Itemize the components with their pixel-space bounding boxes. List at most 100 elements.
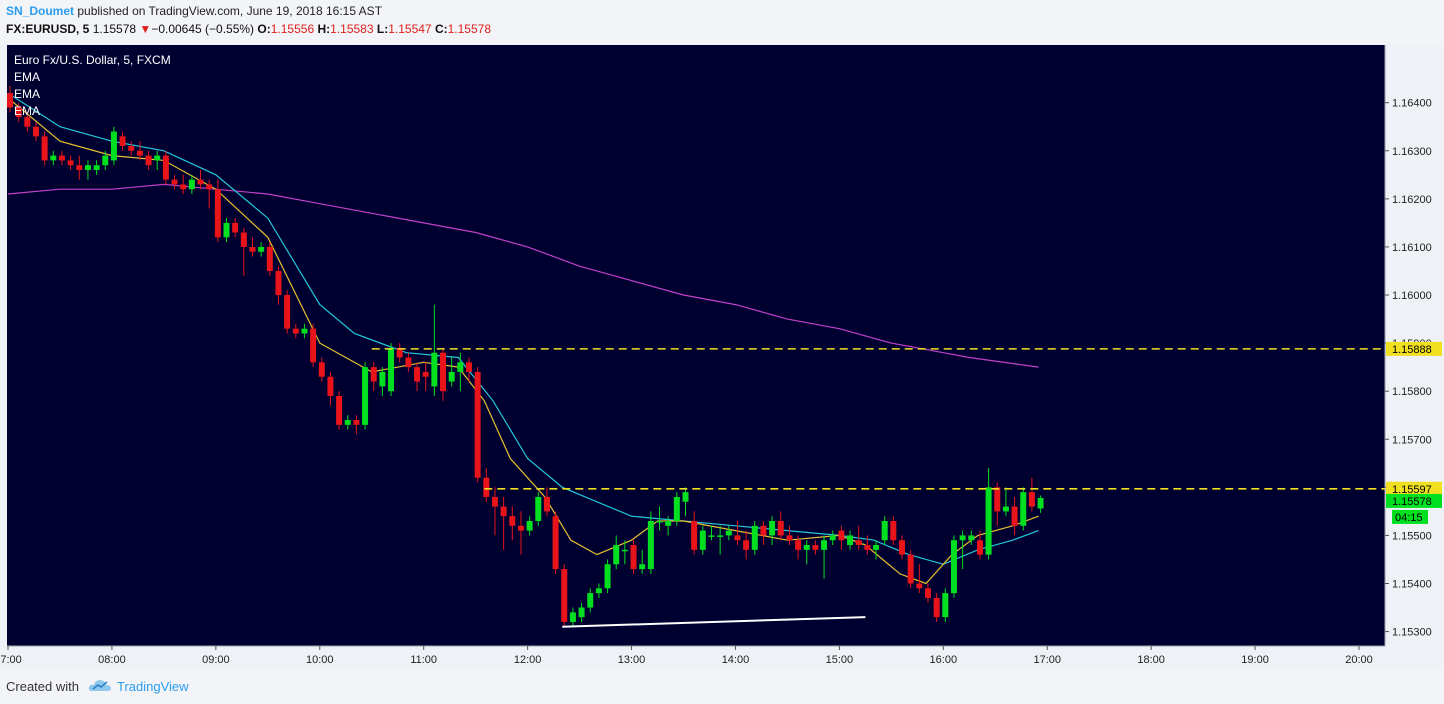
tradingview-link[interactable]: TradingView (117, 679, 189, 694)
candlestick-chart[interactable]: 1.164001.163001.162001.161001.160001.159… (0, 44, 1444, 669)
candle-body (249, 246, 256, 252)
candle-body (76, 165, 83, 171)
open-value: 1.15556 (270, 22, 315, 36)
candle-body (32, 126, 39, 137)
candle-body (448, 371, 455, 382)
level-tag-2: 1.15597 (1392, 484, 1432, 496)
candle-body (119, 136, 126, 146)
chart-title: Euro Fx/U.S. Dollar, 5, FXCM (14, 53, 171, 67)
candle-body (630, 545, 637, 570)
candle-body (491, 496, 498, 507)
y-tick-label: 1.15700 (1392, 434, 1432, 446)
candle-body (743, 540, 750, 550)
candle-body (128, 145, 135, 151)
candle-body (786, 535, 793, 541)
candle-body (396, 347, 403, 358)
candle-body (206, 184, 213, 190)
candle-body (647, 520, 654, 570)
candle-body (15, 107, 22, 118)
candle-body (353, 420, 360, 425)
x-tick-label: 15:00 (826, 654, 854, 666)
x-tick-label: 13:00 (618, 654, 646, 666)
candle-body (950, 540, 957, 594)
candle-body (535, 496, 542, 521)
candle-body (613, 545, 620, 565)
candle-body (881, 520, 888, 541)
candle-body (301, 328, 308, 334)
candle-body (240, 232, 247, 247)
candle-body (665, 520, 672, 526)
candle-body (509, 516, 516, 526)
candle-body (569, 612, 576, 622)
candle-body (985, 487, 992, 555)
price-change: −0.00645 (−0.55%) (151, 22, 255, 36)
x-tick-label: 10:00 (306, 654, 334, 666)
candle-body (336, 395, 343, 425)
candle-body (7, 93, 13, 108)
candle-body (474, 371, 481, 478)
y-tick-label: 1.16200 (1392, 194, 1432, 206)
candle-body (873, 545, 880, 550)
y-tick-label: 1.15500 (1392, 530, 1432, 542)
countdown-label: 04:15 (1395, 512, 1423, 524)
candle-body (543, 496, 550, 512)
candle-body (777, 520, 784, 536)
x-tick-label: 09:00 (202, 654, 230, 666)
candle-body (483, 477, 490, 497)
symbol-line: FX:EURUSD, 5 1.15578 ▼−0.00645 (−0.55%) … (6, 22, 491, 36)
candle-body (890, 520, 897, 541)
x-tick-label: 18:00 (1137, 654, 1165, 666)
candle-body (58, 155, 65, 161)
candle-body (154, 155, 161, 161)
candle-body (388, 347, 395, 392)
candle-body (431, 352, 438, 387)
close-value: 1.15578 (447, 22, 492, 36)
candle-body (1011, 506, 1018, 526)
x-tick-label: 16:00 (930, 654, 958, 666)
published-text: published on TradingView.com, June 19, 2… (77, 4, 383, 18)
footer: Created with TradingView (0, 669, 1444, 704)
x-tick-label: 12:00 (514, 654, 542, 666)
candle-body (526, 520, 533, 531)
chart-area[interactable]: 1.164001.163001.162001.161001.160001.159… (0, 44, 1444, 669)
plot-background (7, 45, 1385, 646)
candle-body (310, 328, 317, 363)
candle-body (67, 160, 74, 166)
author-link[interactable]: SN_Doumet (6, 4, 75, 18)
candle-body (232, 222, 239, 233)
indicator-label: EMA (14, 87, 40, 101)
candle-body (699, 530, 706, 550)
level-tag-2-bg (1386, 481, 1442, 496)
candle-body (379, 371, 386, 387)
x-tick-label: 08:00 (98, 654, 126, 666)
y-tick-label: 1.16100 (1392, 242, 1432, 254)
close-label: C: (434, 22, 448, 36)
candle-body (552, 516, 559, 570)
candle-body (457, 362, 464, 372)
high-value: 1.15583 (330, 22, 374, 36)
y-tick-label: 1.15300 (1392, 627, 1432, 639)
candle-body (93, 165, 100, 171)
x-tick-label: 14:00 (722, 654, 750, 666)
candle-body (907, 554, 914, 584)
candle-body (708, 535, 715, 537)
candle-body (838, 530, 845, 541)
candle-body (258, 246, 265, 252)
candle-body (864, 545, 871, 550)
candle-body (517, 525, 524, 531)
last-price: 1.15578 (92, 22, 137, 36)
candle-body (734, 535, 741, 541)
candle-body (223, 222, 230, 238)
chart-header: SN_Doumet published on TradingView.com, … (0, 0, 1444, 44)
candle-body (604, 564, 611, 589)
candle-body (171, 179, 178, 185)
x-tick-label: 20:00 (1345, 654, 1373, 666)
candle-body (821, 540, 828, 550)
high-label: H: (317, 22, 331, 36)
y-tick-label: 1.16000 (1392, 290, 1432, 302)
candle-body (1002, 506, 1009, 512)
candle-body (465, 362, 472, 372)
candle-body (561, 569, 568, 622)
candle-body (725, 530, 732, 536)
candle-body (197, 179, 204, 185)
